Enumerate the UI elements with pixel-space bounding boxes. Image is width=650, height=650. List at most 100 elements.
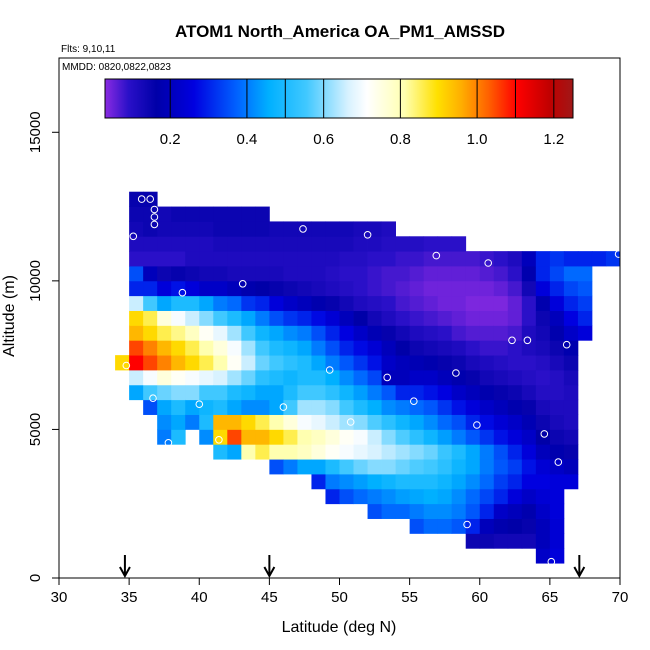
heatmap-cell: [129, 355, 144, 371]
data-point: [129, 232, 138, 241]
heatmap-cell: [311, 384, 326, 401]
x-tick-label: 65: [542, 589, 559, 606]
heatmap-cell: [241, 429, 256, 445]
heatmap-cell: [437, 474, 453, 490]
heatmap-cell: [451, 370, 467, 386]
heatmap-cell: [451, 429, 467, 445]
heatmap-cell: [381, 384, 396, 401]
heatmap-cell: [395, 340, 411, 356]
data-point: [325, 366, 334, 374]
heatmap-cell: [507, 429, 523, 445]
heatmap-cell: [381, 444, 396, 460]
heatmap-cell: [227, 370, 242, 386]
heatmap-cell: [367, 266, 382, 282]
heatmap-cell: [283, 444, 298, 460]
heatmap-cell: [535, 310, 551, 326]
heatmap-cell: [255, 295, 270, 311]
heatmap-cell: [199, 429, 214, 445]
heatmap-cell: [381, 399, 396, 415]
heatmap-cell: [451, 518, 467, 534]
heatmap-cell: [409, 251, 425, 267]
heatmap-cell: [185, 370, 200, 386]
heatmap-cell: [283, 370, 298, 386]
heatmap-cell: [311, 429, 326, 445]
heatmap-cell: [199, 280, 214, 297]
heatmap-cell: [437, 280, 453, 297]
heatmap-cell: [549, 429, 565, 445]
heatmap-cell: [283, 429, 298, 445]
data-point: [215, 436, 223, 444]
heatmap-cell: [451, 488, 467, 505]
heatmap-cell: [423, 295, 439, 311]
heatmap-cell: [311, 399, 326, 415]
heatmap-cell: [171, 399, 186, 415]
heatmap-cell: [507, 370, 523, 386]
heatmap-cell: [507, 355, 523, 371]
heatmap-cell: [381, 474, 396, 490]
heatmap-cell: [283, 236, 298, 252]
data-point: [122, 361, 131, 370]
heatmap-cell: [479, 414, 495, 430]
heatmap-cell: [129, 251, 144, 267]
heatmap-cell: [493, 266, 509, 282]
heatmap-cell: [339, 444, 354, 460]
heatmap-cell: [199, 325, 214, 341]
heatmap-cell: [577, 325, 593, 341]
x-tick-label: 30: [51, 589, 68, 606]
heatmap-cell: [563, 355, 579, 371]
heatmap-cell: [423, 266, 439, 282]
heatmap-cell: [423, 414, 439, 430]
heatmap-cell: [535, 340, 551, 356]
heatmap-cell: [241, 325, 256, 341]
heatmap-cell: [507, 459, 523, 475]
heatmap-cell: [199, 384, 214, 401]
heatmap-cell: [311, 325, 326, 341]
heatmap-cell: [143, 295, 158, 311]
heatmap-cell: [549, 384, 565, 401]
heatmap-cell: [297, 429, 312, 445]
heatmap-cell: [269, 459, 284, 475]
heatmap-cell: [507, 340, 523, 356]
heatmap-cell: [241, 280, 256, 297]
heatmap-cell: [479, 533, 495, 549]
heatmap-cell: [227, 206, 242, 222]
heatmap-cell: [311, 280, 326, 297]
heatmap-cell: [479, 429, 495, 445]
heatmap-cell: [199, 266, 214, 282]
heatmap-cell: [451, 295, 467, 311]
heatmap-cell: [367, 429, 382, 445]
heatmap-cell: [535, 399, 551, 415]
heatmap-cell: [311, 414, 326, 430]
colorbar-ticks: 0.2 0.4 0.6 0.8 1.0 1.2: [160, 79, 564, 148]
heatmap-cell: [423, 518, 439, 534]
heatmap-cell: [563, 370, 579, 386]
heatmap-cell: [199, 251, 214, 267]
heatmap-cell: [409, 503, 425, 519]
heatmap-cell: [129, 191, 144, 207]
heatmap-cell: [465, 325, 481, 341]
heatmap-cell: [493, 503, 509, 519]
heatmap-cell: [339, 355, 354, 371]
heatmap-cell: [507, 518, 523, 534]
heatmap-cell: [199, 236, 214, 252]
heatmap-cell: [283, 399, 298, 415]
x-tick-label: 50: [331, 589, 348, 606]
heatmap-cell: [409, 459, 425, 475]
heatmap-cell: [493, 251, 509, 267]
heatmap-cell: [563, 266, 579, 282]
heatmap-cell: [353, 295, 368, 311]
flights-label: Flts: 9,10,11: [61, 44, 116, 55]
heatmap-cell: [367, 295, 382, 311]
heatmap-cell: [507, 295, 523, 311]
heatmap-cell: [157, 414, 172, 430]
heatmap-cell: [353, 459, 368, 475]
heatmap-cell: [325, 221, 340, 237]
heatmap-cell: [451, 474, 467, 490]
heatmap-cell: [129, 340, 144, 356]
heatmap-cell: [409, 414, 425, 430]
heatmap-cell: [227, 295, 242, 311]
heatmap-cell: [325, 459, 340, 475]
heatmap-cell: [451, 414, 467, 430]
heatmap-cell: [549, 533, 565, 549]
heatmap-cell: [479, 266, 495, 282]
